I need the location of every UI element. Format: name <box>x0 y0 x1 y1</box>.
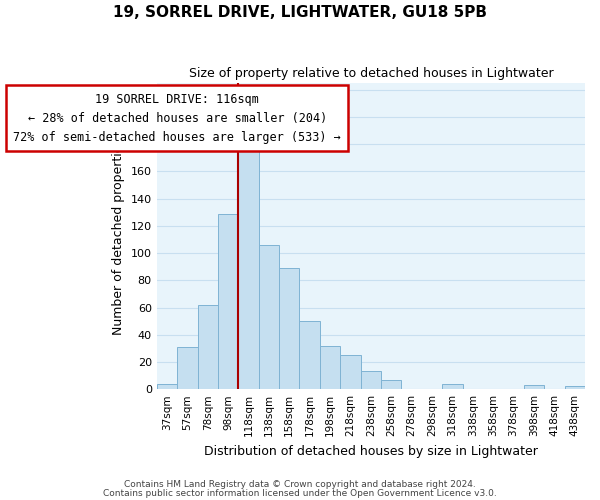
Bar <box>381 380 401 389</box>
Bar <box>524 385 544 389</box>
Bar <box>565 386 585 389</box>
Y-axis label: Number of detached properties: Number of detached properties <box>112 138 125 334</box>
Bar <box>442 384 463 389</box>
Bar <box>157 384 177 389</box>
Bar <box>197 305 218 389</box>
Bar <box>238 143 259 389</box>
Bar <box>361 372 381 389</box>
Bar <box>320 346 340 389</box>
Bar <box>279 268 299 389</box>
Text: Contains public sector information licensed under the Open Government Licence v3: Contains public sector information licen… <box>103 488 497 498</box>
Bar <box>218 214 238 389</box>
Bar <box>340 355 361 389</box>
Title: Size of property relative to detached houses in Lightwater: Size of property relative to detached ho… <box>188 68 553 80</box>
Bar <box>177 347 197 389</box>
Text: Contains HM Land Registry data © Crown copyright and database right 2024.: Contains HM Land Registry data © Crown c… <box>124 480 476 489</box>
Text: 19 SORREL DRIVE: 116sqm
← 28% of detached houses are smaller (204)
72% of semi-d: 19 SORREL DRIVE: 116sqm ← 28% of detache… <box>13 92 341 144</box>
X-axis label: Distribution of detached houses by size in Lightwater: Distribution of detached houses by size … <box>204 444 538 458</box>
Bar <box>299 321 320 389</box>
Bar <box>259 245 279 389</box>
Text: 19, SORREL DRIVE, LIGHTWATER, GU18 5PB: 19, SORREL DRIVE, LIGHTWATER, GU18 5PB <box>113 5 487 20</box>
